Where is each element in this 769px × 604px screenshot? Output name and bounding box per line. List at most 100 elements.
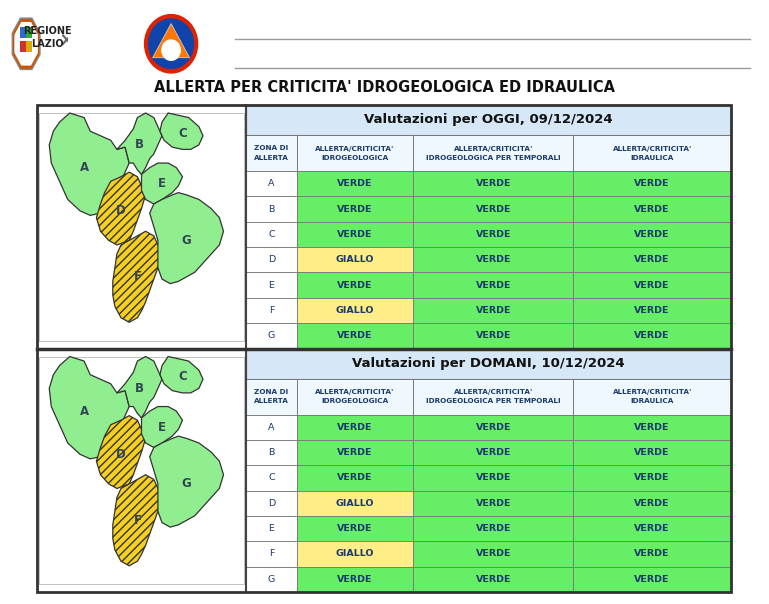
Bar xyxy=(297,298,413,323)
Bar xyxy=(413,465,574,490)
Bar xyxy=(297,272,413,298)
Bar xyxy=(246,135,297,171)
Bar xyxy=(297,222,413,247)
Text: ALLERTA/CRITICITA': ALLERTA/CRITICITA' xyxy=(612,389,692,395)
Text: C: C xyxy=(268,474,275,483)
Text: VERDE: VERDE xyxy=(634,179,670,188)
Bar xyxy=(39,356,244,584)
Text: A: A xyxy=(79,161,88,174)
Bar xyxy=(297,379,413,414)
Bar xyxy=(574,135,731,171)
Bar xyxy=(413,516,574,541)
Bar xyxy=(297,541,413,567)
Bar xyxy=(26,27,32,38)
Text: VERDE: VERDE xyxy=(338,448,373,457)
Bar xyxy=(297,516,413,541)
Bar xyxy=(297,171,413,196)
Text: Valutazioni per DOMANI, 10/12/2024: Valutazioni per DOMANI, 10/12/2024 xyxy=(352,357,624,370)
Bar xyxy=(297,135,413,171)
Bar xyxy=(413,490,574,516)
Bar xyxy=(574,465,731,490)
Text: IDROGEOLOGICA: IDROGEOLOGICA xyxy=(321,398,389,404)
Text: VERDE: VERDE xyxy=(475,423,511,432)
Text: A: A xyxy=(268,423,275,432)
Text: ALLERTA/CRITICITA': ALLERTA/CRITICITA' xyxy=(454,389,533,395)
Bar xyxy=(574,272,731,298)
Bar xyxy=(246,567,297,592)
Bar xyxy=(246,516,297,541)
Bar xyxy=(297,196,413,222)
Text: VERDE: VERDE xyxy=(338,281,373,289)
Bar xyxy=(246,247,297,272)
Bar xyxy=(413,298,574,323)
Polygon shape xyxy=(113,231,162,323)
Text: G: G xyxy=(268,575,275,584)
Text: VERDE: VERDE xyxy=(634,281,670,289)
Polygon shape xyxy=(117,113,162,175)
Bar xyxy=(574,440,731,465)
Bar xyxy=(246,349,731,379)
Text: VERDE: VERDE xyxy=(338,230,373,239)
Text: ALLERTA: ALLERTA xyxy=(254,155,289,161)
Text: VERDE: VERDE xyxy=(338,332,373,340)
Text: VERDE: VERDE xyxy=(634,306,670,315)
Text: IDROGEOLOGICA PER TEMPORALI: IDROGEOLOGICA PER TEMPORALI xyxy=(426,155,561,161)
Text: ZONA DI: ZONA DI xyxy=(255,146,288,152)
Bar xyxy=(297,440,413,465)
Polygon shape xyxy=(152,24,189,58)
Bar xyxy=(413,247,574,272)
Text: IDRAULICA: IDRAULICA xyxy=(631,398,674,404)
Polygon shape xyxy=(141,406,182,448)
Bar xyxy=(246,414,297,440)
Bar xyxy=(574,567,731,592)
Bar xyxy=(574,196,731,222)
Text: VERDE: VERDE xyxy=(475,306,511,315)
Text: IDROGEOLOGICA: IDROGEOLOGICA xyxy=(321,155,389,161)
Text: Valutazioni per OGGI, 09/12/2024: Valutazioni per OGGI, 09/12/2024 xyxy=(365,114,613,126)
Bar xyxy=(26,41,32,52)
Bar xyxy=(413,135,574,171)
Bar xyxy=(246,196,297,222)
Text: VERDE: VERDE xyxy=(475,499,511,508)
Text: VERDE: VERDE xyxy=(338,179,373,188)
Text: ZONA DI: ZONA DI xyxy=(255,389,288,395)
Text: ALLERTA PER CRITICITA' IDROGEOLOGICA ED IDRAULICA: ALLERTA PER CRITICITA' IDROGEOLOGICA ED … xyxy=(154,80,615,95)
Text: VERDE: VERDE xyxy=(475,524,511,533)
Polygon shape xyxy=(160,113,203,149)
Bar xyxy=(297,414,413,440)
Text: E: E xyxy=(268,281,275,289)
Text: VERDE: VERDE xyxy=(634,499,670,508)
Text: VERDE: VERDE xyxy=(475,550,511,559)
Bar xyxy=(574,516,731,541)
Bar xyxy=(297,465,413,490)
Bar xyxy=(246,222,297,247)
Bar xyxy=(20,27,26,38)
Bar xyxy=(574,379,731,414)
Text: VERDE: VERDE xyxy=(475,179,511,188)
Polygon shape xyxy=(12,18,40,69)
Bar xyxy=(413,272,574,298)
Polygon shape xyxy=(160,356,203,393)
Bar xyxy=(297,567,413,592)
Text: GIALLO: GIALLO xyxy=(336,255,375,265)
Text: IDRAULICA: IDRAULICA xyxy=(631,155,674,161)
Text: LAZIO: LAZIO xyxy=(32,39,64,49)
Polygon shape xyxy=(141,163,182,204)
Bar xyxy=(297,247,413,272)
Text: ALLERTA/CRITICITA': ALLERTA/CRITICITA' xyxy=(315,146,394,152)
Bar xyxy=(574,541,731,567)
Text: VERDE: VERDE xyxy=(634,423,670,432)
Text: IDROGEOLOGICA PER TEMPORALI: IDROGEOLOGICA PER TEMPORALI xyxy=(426,398,561,404)
Bar xyxy=(574,323,731,349)
Text: VERDE: VERDE xyxy=(475,230,511,239)
Text: REGIONE: REGIONE xyxy=(23,27,72,36)
Bar xyxy=(246,298,297,323)
Text: VERDE: VERDE xyxy=(475,448,511,457)
Text: G: G xyxy=(268,332,275,340)
Bar xyxy=(246,541,297,567)
Text: VERDE: VERDE xyxy=(475,474,511,483)
Bar xyxy=(413,440,574,465)
Text: C: C xyxy=(178,127,187,140)
Text: VERDE: VERDE xyxy=(338,423,373,432)
Text: D: D xyxy=(116,204,126,217)
